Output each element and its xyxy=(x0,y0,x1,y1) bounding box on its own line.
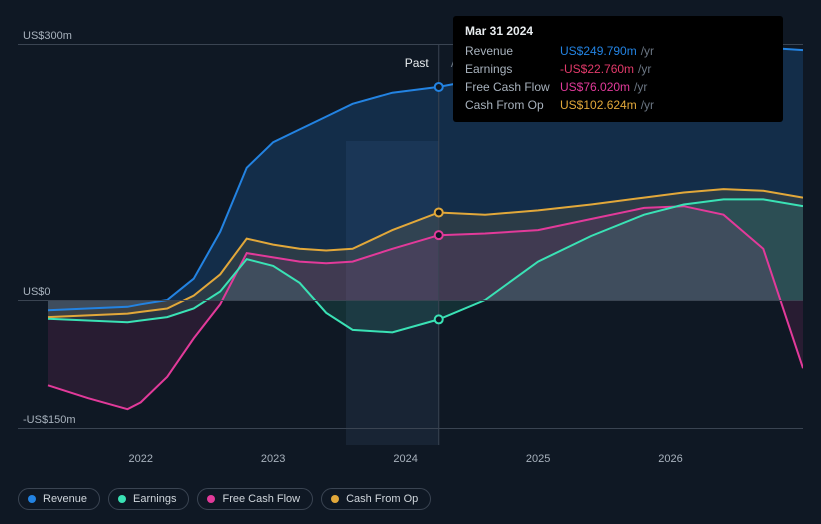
x-axis-tick-label: 2026 xyxy=(658,453,682,465)
legend-dot-icon xyxy=(118,495,126,503)
tooltip-metric-value: US$76.020m xyxy=(560,78,630,96)
legend-dot-icon xyxy=(207,495,215,503)
y-axis-tick-label: US$0 xyxy=(23,286,51,298)
tooltip-date: Mar 31 2024 xyxy=(465,24,771,38)
tooltip-metric-label: Cash From Op xyxy=(465,96,560,114)
tooltip-metric-label: Earnings xyxy=(465,60,560,78)
x-axis-tick-label: 2022 xyxy=(128,453,152,465)
chart-tooltip: Mar 31 2024 RevenueUS$249.790m/yrEarning… xyxy=(453,16,783,122)
gridline xyxy=(18,428,803,429)
gridline xyxy=(18,300,803,301)
legend-item-revenue[interactable]: Revenue xyxy=(18,488,100,510)
marker-earnings xyxy=(435,315,443,323)
tooltip-metric-unit: /yr xyxy=(634,78,647,96)
tooltip-row: Cash From OpUS$102.624m/yr xyxy=(465,96,771,114)
legend-item-cash_from_op[interactable]: Cash From Op xyxy=(321,488,431,510)
x-axis-tick-label: 2025 xyxy=(526,453,550,465)
tooltip-metric-unit: /yr xyxy=(638,60,651,78)
marker-free_cash_flow xyxy=(435,231,443,239)
y-axis-tick-label: -US$150m xyxy=(23,414,76,426)
chart-legend: Revenue Earnings Free Cash Flow Cash From O… xyxy=(18,488,431,510)
tooltip-row: Earnings-US$22.760m/yr xyxy=(465,60,771,78)
tooltip-metric-label: Revenue xyxy=(465,42,560,60)
legend-dot-icon xyxy=(331,495,339,503)
tooltip-row: RevenueUS$249.790m/yr xyxy=(465,42,771,60)
x-axis-tick-label: 2024 xyxy=(393,453,417,465)
legend-item-free_cash_flow[interactable]: Free Cash Flow xyxy=(197,488,313,510)
marker-revenue xyxy=(435,83,443,91)
legend-dot-icon xyxy=(28,495,36,503)
marker-cash_from_op xyxy=(435,208,443,216)
legend-item-label: Earnings xyxy=(133,493,176,505)
legend-item-label: Free Cash Flow xyxy=(222,493,300,505)
tooltip-metric-value: US$102.624m xyxy=(560,96,637,114)
tooltip-metric-unit: /yr xyxy=(641,96,654,114)
x-axis-tick-label: 2023 xyxy=(261,453,285,465)
financial-chart: US$300m US$0 -US$150m 2022 2023 2024 2025 2026 P… xyxy=(18,10,803,510)
legend-item-earnings[interactable]: Earnings xyxy=(108,488,189,510)
legend-item-label: Cash From Op xyxy=(346,493,418,505)
legend-item-label: Revenue xyxy=(43,493,87,505)
past-section-label: Past xyxy=(405,56,429,70)
tooltip-row: Free Cash FlowUS$76.020m/yr xyxy=(465,78,771,96)
tooltip-metric-value: -US$22.760m xyxy=(560,60,634,78)
tooltip-metric-unit: /yr xyxy=(641,42,654,60)
tooltip-metric-value: US$249.790m xyxy=(560,42,637,60)
tooltip-metric-label: Free Cash Flow xyxy=(465,78,560,96)
y-axis-tick-label: US$300m xyxy=(23,30,72,42)
